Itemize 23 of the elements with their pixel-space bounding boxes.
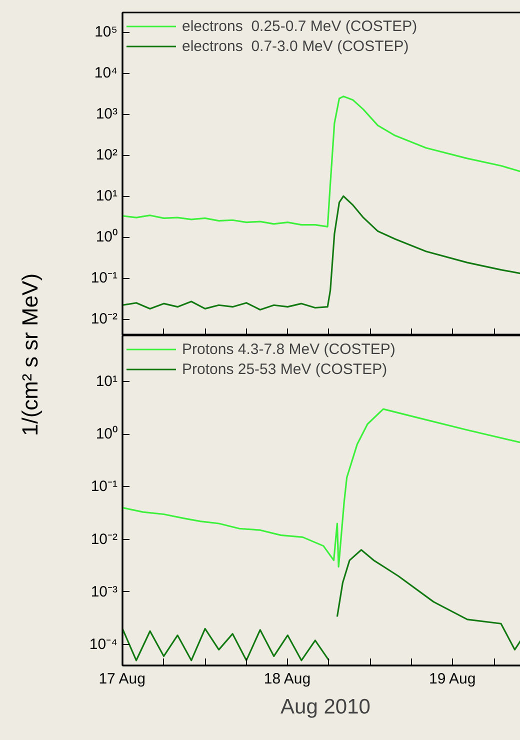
x-tick-label: 18 Aug bbox=[264, 670, 311, 688]
y-tick-label: 10⁰ bbox=[96, 426, 118, 443]
y-axis-title: 1/(cm² s sr MeV) bbox=[16, 274, 44, 436]
x-axis-title: Aug 2010 bbox=[280, 696, 370, 718]
y-tick-label: 10³ bbox=[96, 106, 118, 123]
x-tick-label: 19 Aug bbox=[429, 670, 476, 688]
y-tick-label: 10⁵ bbox=[94, 24, 118, 41]
y-tick-label: 10⁻² bbox=[90, 310, 118, 328]
y-tick-label: 10⁻¹ bbox=[90, 478, 118, 496]
legend-label: Protons 4.3-7.8 MeV (COSTEP) bbox=[182, 340, 396, 358]
y-tick-label: 10⁴ bbox=[94, 64, 118, 82]
y-tick-label: 10⁻⁴ bbox=[89, 636, 118, 654]
y-tick-label: 10⁰ bbox=[96, 228, 118, 246]
y-tick-label: 10¹ bbox=[96, 373, 118, 390]
legend-label: electrons 0.25-0.7 MeV (COSTEP) bbox=[182, 18, 418, 34]
y-tick-label: 10⁻¹ bbox=[90, 270, 118, 287]
legend-label: electrons 0.7-3.0 MeV (COSTEP) bbox=[182, 38, 409, 54]
y-tick-label: 10⁻³ bbox=[90, 583, 118, 600]
y-tick-label: 10⁻² bbox=[90, 530, 118, 548]
y-tick-label: 10² bbox=[96, 146, 118, 164]
legend-label: Protons 25-53 MeV (COSTEP) bbox=[182, 360, 388, 378]
x-tick-label: 17 Aug bbox=[98, 670, 146, 688]
y-tick-label: 10¹ bbox=[96, 188, 118, 205]
